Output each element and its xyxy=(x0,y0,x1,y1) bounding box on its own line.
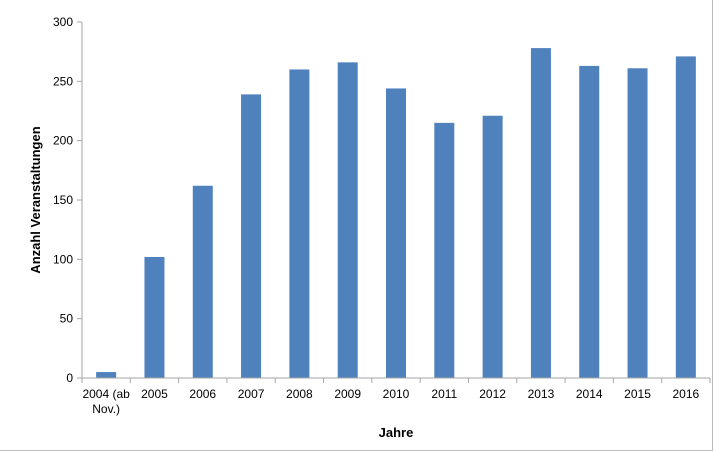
x-tick-label: 2008 xyxy=(286,387,313,401)
x-tick-label: 2016 xyxy=(672,387,699,401)
x-tick-labels: 2004 (ab Nov.) 2005 2006 2007 2008 2009 2010 201… xyxy=(82,387,699,416)
bar-2011 xyxy=(434,122,455,379)
bar-2014 xyxy=(579,65,600,378)
y-tick-label: 250 xyxy=(53,74,73,88)
bars-group xyxy=(96,48,696,379)
bar-2006 xyxy=(192,185,213,378)
x-tick-label: 2013 xyxy=(528,387,555,401)
x-tick-label: 2007 xyxy=(238,387,265,401)
y-axis-title: Anzahl Veranstaltungen xyxy=(28,126,43,273)
bar-2004-ab-nov xyxy=(96,372,117,378)
bar-2005 xyxy=(144,256,165,378)
bar-2013 xyxy=(530,48,551,379)
x-tick-label: 2006 xyxy=(189,387,216,401)
bar-2015 xyxy=(627,68,648,378)
y-tick-label: 0 xyxy=(66,371,73,385)
x-axis-title: Jahre xyxy=(379,425,414,440)
y-tick-label: 300 xyxy=(53,15,73,29)
y-tick-label: 150 xyxy=(53,193,73,207)
x-tick-label: 2011 xyxy=(431,387,457,401)
axes-group xyxy=(77,21,711,383)
y-tick-label: 100 xyxy=(53,252,73,266)
x-tick-label: 2010 xyxy=(383,387,410,401)
bar-2016 xyxy=(675,56,696,378)
y-tick-label: 50 xyxy=(60,312,74,326)
x-tick-label: 2004 (ab Nov.) xyxy=(82,387,130,416)
x-tick-label: 2015 xyxy=(624,387,651,401)
x-tick-label: 2009 xyxy=(334,387,361,401)
bar-2009 xyxy=(337,62,358,378)
x-tick-label: 2005 xyxy=(141,387,168,401)
bar-2007 xyxy=(241,94,262,378)
bar-2008 xyxy=(289,69,310,378)
y-tick-label: 200 xyxy=(53,134,73,148)
x-tick-label: 2014 xyxy=(576,387,603,401)
bar-2012 xyxy=(482,115,503,378)
x-tick-label: 2012 xyxy=(479,387,506,401)
bar-2010 xyxy=(386,88,406,378)
y-tick-labels: 0 50 100 150 200 250 300 xyxy=(53,15,73,385)
